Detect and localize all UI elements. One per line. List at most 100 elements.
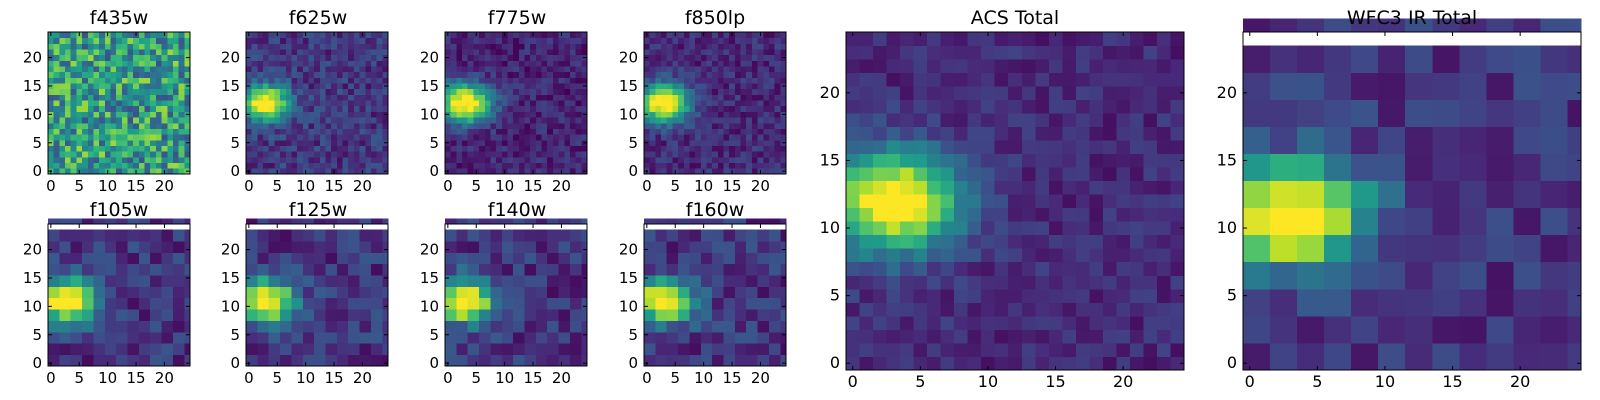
heatmap-cell <box>48 309 60 321</box>
heatmap-cell <box>280 241 292 253</box>
heatmap-cell <box>575 162 582 169</box>
heatmap-cell <box>450 94 457 101</box>
heatmap-cell <box>1129 86 1144 100</box>
heatmap-cell <box>513 309 525 321</box>
heatmap-cell <box>479 77 486 84</box>
heatmap-cell <box>581 229 588 242</box>
heatmap-cell <box>246 354 258 367</box>
heatmap-cell <box>768 100 776 107</box>
heatmap-cell <box>48 100 55 107</box>
heatmap-cell <box>763 66 770 73</box>
heatmap-cell <box>846 140 860 155</box>
heatmap-cell <box>172 297 185 310</box>
heatmap-cell <box>184 66 191 73</box>
heatmap-cell <box>1048 113 1063 128</box>
heatmap-cell <box>263 49 270 56</box>
heatmap-cell <box>541 88 548 95</box>
heatmap-cell <box>729 100 736 107</box>
heatmap-cell <box>666 343 679 356</box>
heatmap-cell <box>127 241 140 253</box>
heatmap-cell <box>746 122 753 129</box>
heatmap-cell <box>774 83 781 90</box>
heatmap-cell <box>564 168 571 175</box>
heatmap-cell <box>661 162 668 169</box>
heatmap-cell <box>65 71 72 78</box>
heatmap-cell <box>501 105 508 112</box>
heatmap-cell <box>954 180 969 195</box>
heatmap-cell <box>116 117 123 124</box>
heatmap-cell <box>59 60 66 67</box>
heatmap-cell <box>93 134 100 141</box>
heatmap-cell <box>1062 356 1077 371</box>
heatmap-cell <box>336 263 349 276</box>
heatmap-cell <box>1102 275 1117 290</box>
heatmap-cell <box>644 94 651 101</box>
heatmap-cell <box>184 37 191 44</box>
heatmap-cell <box>1567 315 1582 344</box>
heatmap-cell <box>768 117 776 124</box>
heatmap-cell <box>178 77 185 84</box>
heatmap-cell <box>746 60 753 67</box>
heatmap-cell <box>689 105 696 112</box>
heatmap-cell <box>359 309 372 321</box>
heatmap-cell <box>1513 261 1541 290</box>
heatmap-cell <box>184 134 191 141</box>
heatmap-cell <box>268 320 281 333</box>
heatmap-cell <box>382 156 389 164</box>
heatmap-cell <box>116 151 123 158</box>
heatmap-cell <box>1143 221 1158 236</box>
heatmap-cell <box>513 94 520 101</box>
x-tick-label: 15 <box>126 369 145 387</box>
heatmap-cell <box>666 71 673 78</box>
heatmap-cell <box>325 139 332 146</box>
heatmap-cell <box>172 354 185 367</box>
heatmap-cell <box>981 288 996 303</box>
heatmap-cell <box>59 94 66 101</box>
heatmap-cell <box>644 128 651 135</box>
heatmap-cell <box>445 43 452 50</box>
heatmap-cell <box>780 218 787 225</box>
heatmap-cell <box>70 218 83 225</box>
heatmap-cell <box>581 156 588 164</box>
heatmap-cell <box>450 100 457 107</box>
heatmap-cell <box>547 145 554 152</box>
heatmap-cell <box>873 45 887 60</box>
heatmap-cell <box>251 83 258 90</box>
heatmap-cell <box>501 83 508 90</box>
heatmap-cell <box>757 71 764 78</box>
heatmap-cell <box>325 156 332 164</box>
y-tick-label: 20 <box>221 49 240 67</box>
heatmap-cell <box>967 207 982 222</box>
heatmap-cell <box>649 105 656 112</box>
heatmap-cell <box>184 43 191 50</box>
heatmap-cell <box>1297 234 1325 263</box>
heatmap-cell <box>110 122 117 129</box>
heatmap-cell <box>1324 45 1352 73</box>
heatmap-cell <box>774 66 781 73</box>
heatmap-cell <box>700 60 707 67</box>
heatmap-cell <box>535 168 542 175</box>
heatmap-cell <box>348 263 360 276</box>
heatmap-cell <box>780 354 787 367</box>
heatmap-cell <box>462 156 469 164</box>
heatmap-cell <box>644 43 651 50</box>
heatmap-cell <box>558 145 565 152</box>
heatmap-cell <box>359 54 366 61</box>
heatmap-cell <box>382 66 389 73</box>
heatmap-cell <box>353 32 360 39</box>
heatmap-cell <box>575 37 582 44</box>
heatmap-cell <box>138 343 151 356</box>
heatmap-cell <box>319 54 326 61</box>
heatmap-cell <box>558 139 565 146</box>
heatmap-cell <box>1540 180 1568 209</box>
heatmap-cell <box>87 43 94 50</box>
heatmap-cell <box>314 309 326 321</box>
heatmap-cell <box>780 49 787 56</box>
y-tick-label: 5 <box>429 134 439 152</box>
heatmap-cell <box>1116 356 1131 371</box>
heatmap-cell <box>661 111 668 118</box>
heatmap-cell <box>445 218 457 225</box>
heatmap-cell <box>274 162 281 169</box>
heatmap-cell <box>981 194 996 209</box>
heatmap-cell <box>1075 180 1090 195</box>
